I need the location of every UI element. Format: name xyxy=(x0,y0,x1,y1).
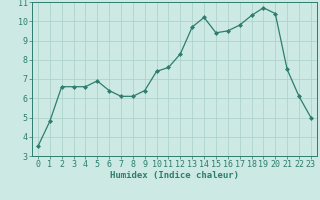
X-axis label: Humidex (Indice chaleur): Humidex (Indice chaleur) xyxy=(110,171,239,180)
